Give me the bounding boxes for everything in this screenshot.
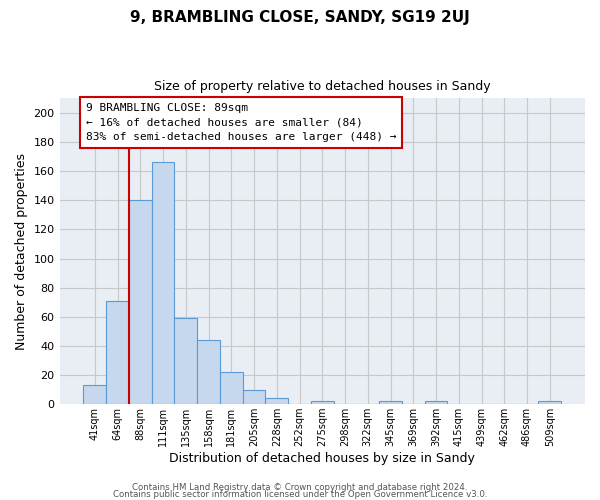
Bar xyxy=(425,402,448,404)
Bar xyxy=(83,385,106,404)
Bar xyxy=(379,402,402,404)
Y-axis label: Number of detached properties: Number of detached properties xyxy=(15,152,28,350)
Bar xyxy=(220,372,242,404)
Text: Contains public sector information licensed under the Open Government Licence v3: Contains public sector information licen… xyxy=(113,490,487,499)
Bar xyxy=(242,390,265,404)
Bar xyxy=(175,318,197,404)
Bar xyxy=(197,340,220,404)
Title: Size of property relative to detached houses in Sandy: Size of property relative to detached ho… xyxy=(154,80,491,93)
Bar xyxy=(538,402,561,404)
Bar xyxy=(129,200,152,404)
Bar xyxy=(106,301,129,404)
Text: 9 BRAMBLING CLOSE: 89sqm
← 16% of detached houses are smaller (84)
83% of semi-d: 9 BRAMBLING CLOSE: 89sqm ← 16% of detach… xyxy=(86,102,396,142)
Bar xyxy=(265,398,288,404)
Bar xyxy=(152,162,175,404)
Text: Contains HM Land Registry data © Crown copyright and database right 2024.: Contains HM Land Registry data © Crown c… xyxy=(132,484,468,492)
X-axis label: Distribution of detached houses by size in Sandy: Distribution of detached houses by size … xyxy=(169,452,475,465)
Text: 9, BRAMBLING CLOSE, SANDY, SG19 2UJ: 9, BRAMBLING CLOSE, SANDY, SG19 2UJ xyxy=(130,10,470,25)
Bar xyxy=(311,402,334,404)
